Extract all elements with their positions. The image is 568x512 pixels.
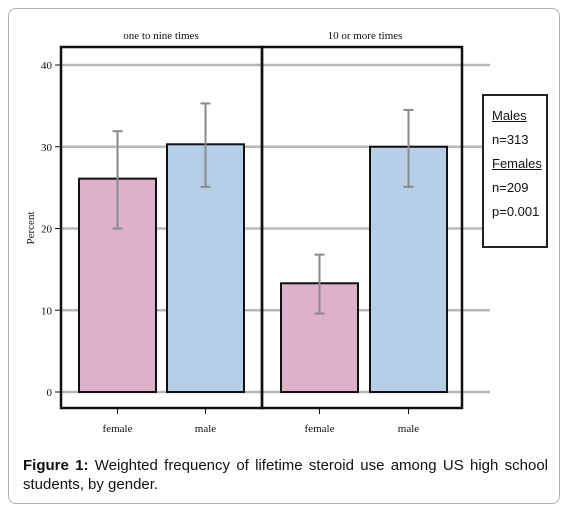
y-tick-label-40: 40 xyxy=(41,60,53,72)
legend-p-value: p=0.001 xyxy=(492,204,540,219)
category-label-panel1-male: male xyxy=(195,423,216,435)
panel-frames xyxy=(59,45,464,410)
panel-title-ten-or-more: 10 or more times xyxy=(328,30,403,42)
legend-females-n: n=209 xyxy=(492,180,529,195)
category-label-panel2-male: male xyxy=(398,423,419,435)
y-tick-label-0: 0 xyxy=(47,387,53,399)
caption-text: Weighted frequency of lifetime steroid u… xyxy=(23,457,549,493)
y-tick-label-10: 10 xyxy=(41,305,53,317)
category-labels: female male female male xyxy=(103,408,419,435)
panel-frame-2 xyxy=(260,45,464,410)
panel-title-one-to-nine: one to nine times xyxy=(123,30,198,42)
legend-females-title: Females xyxy=(492,156,542,171)
legend-males-n: n=313 xyxy=(492,132,529,147)
figure-caption: Figure 1: Weighted frequency of lifetime… xyxy=(23,456,548,494)
bar-panel1-female xyxy=(78,177,157,393)
y-tick-label-30: 30 xyxy=(41,142,53,154)
caption-lead: Figure 1: xyxy=(23,457,89,474)
legend-box: Males n=313 Females n=209 p=0.001 xyxy=(482,94,548,248)
y-ticks: 0 10 20 30 40 xyxy=(41,60,61,399)
legend-males-title: Males xyxy=(492,108,527,123)
category-label-panel2-female: female xyxy=(305,423,335,435)
y-tick-label-20: 20 xyxy=(41,224,53,236)
error-bars xyxy=(112,102,414,315)
bars xyxy=(78,143,448,393)
y-axis-label: Percent xyxy=(25,212,37,245)
category-label-panel1-female: female xyxy=(103,423,133,435)
bar-chart: 0 10 20 30 40 female male female male one to ni… xyxy=(25,30,490,435)
